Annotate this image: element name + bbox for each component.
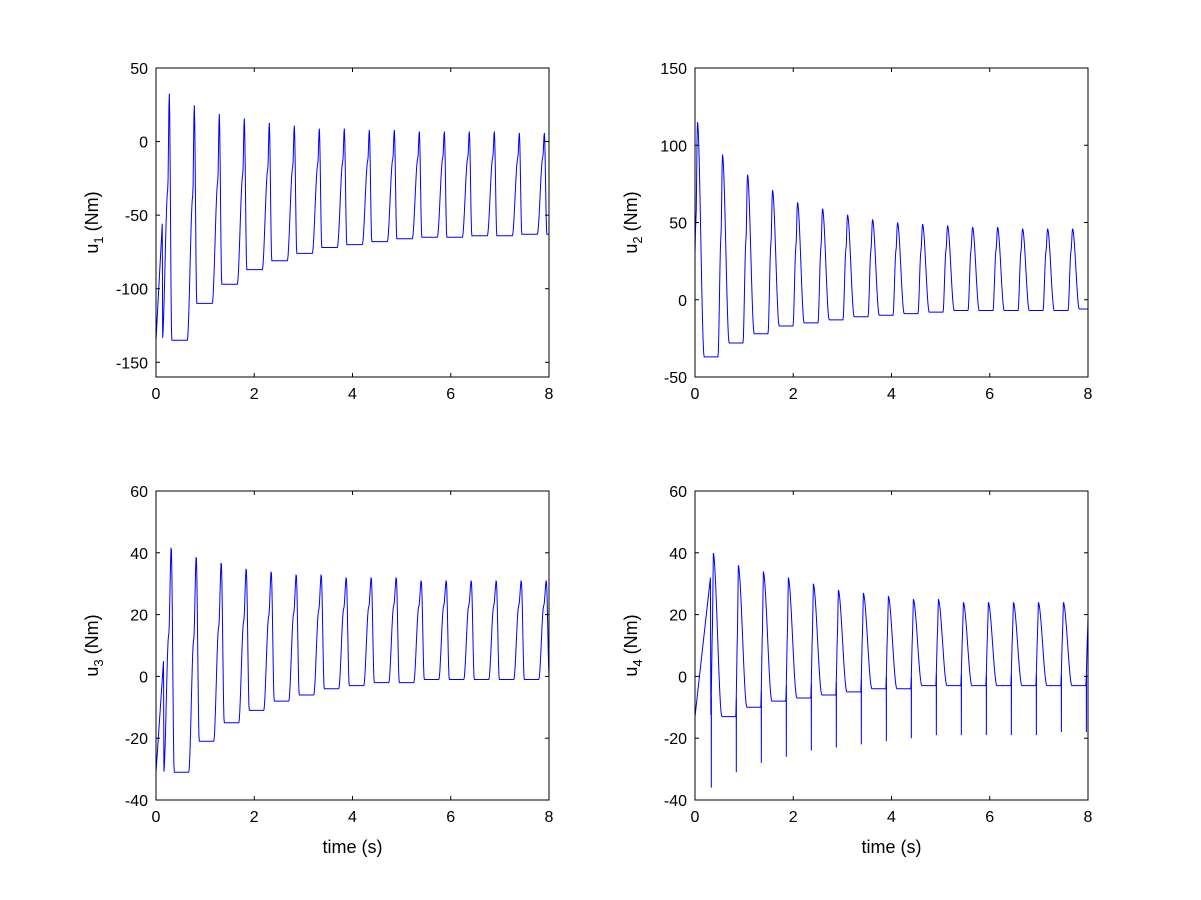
y-tick-label: 0 bbox=[678, 293, 687, 310]
x-tick-label: 4 bbox=[887, 386, 896, 403]
y-tick-label: -20 bbox=[125, 731, 148, 748]
x-tick-label: 0 bbox=[152, 809, 161, 826]
series-line-4-1 bbox=[694, 552, 1089, 788]
y-tick-label: 50 bbox=[669, 216, 687, 233]
subplot-4: 0 2 4 6 8 -40 -20 0 20 40 60 u4 (Nm) time (s) bbox=[621, 484, 1093, 857]
y-tick-label: 20 bbox=[669, 608, 687, 625]
x-tick-label: 8 bbox=[1084, 386, 1093, 403]
y-tick-label: 100 bbox=[660, 138, 687, 155]
subplot-1: 0 2 4 6 8 -150 -100 -50 0 50 u1 (Nm) bbox=[82, 61, 554, 403]
y-tick-label: 40 bbox=[130, 546, 148, 563]
series-line-2-1 bbox=[694, 122, 1088, 358]
axes-frame bbox=[155, 67, 550, 378]
y-tick-label: 20 bbox=[130, 608, 148, 625]
x-tick-label: 4 bbox=[348, 809, 357, 826]
axes-frame bbox=[155, 490, 550, 801]
y-tick-label: -100 bbox=[116, 282, 148, 299]
x-tick-label: 2 bbox=[250, 809, 259, 826]
y-axis-label: u1 (Nm) bbox=[82, 191, 106, 253]
y-tick-label: 60 bbox=[130, 484, 148, 501]
y-tick-label: -150 bbox=[116, 355, 148, 372]
y-tick-label: 150 bbox=[660, 61, 687, 78]
x-tick-label: 0 bbox=[691, 809, 700, 826]
x-tick-label: 4 bbox=[887, 809, 896, 826]
y-tick-label: -40 bbox=[664, 793, 687, 810]
y-tick-label: 0 bbox=[139, 135, 148, 152]
series-line-3-1 bbox=[155, 547, 550, 773]
x-tick-label: 0 bbox=[152, 386, 161, 403]
x-tick-label: 4 bbox=[348, 386, 357, 403]
x-tick-label: 8 bbox=[1084, 809, 1093, 826]
x-axis-label: time (s) bbox=[323, 837, 383, 857]
y-axis-label: u2 (Nm) bbox=[621, 191, 645, 253]
series-line-1-1 bbox=[155, 93, 549, 341]
axes-frame bbox=[694, 490, 1089, 801]
y-tick-label: 60 bbox=[669, 484, 687, 501]
x-tick-label: 6 bbox=[446, 386, 455, 403]
x-tick-label: 6 bbox=[985, 386, 994, 403]
x-tick-label: 8 bbox=[545, 809, 554, 826]
y-tick-label: 40 bbox=[669, 546, 687, 563]
subplot-3: 0 2 4 6 8 -40 -20 0 20 40 60 u3 (Nm) time (s) bbox=[82, 484, 554, 857]
y-tick-label: -50 bbox=[125, 208, 148, 225]
x-axis-label: time (s) bbox=[862, 837, 922, 857]
x-tick-label: 2 bbox=[789, 386, 798, 403]
x-tick-label: 6 bbox=[985, 809, 994, 826]
x-tick-label: 8 bbox=[545, 386, 554, 403]
y-tick-label: -50 bbox=[664, 370, 687, 387]
y-tick-label: 50 bbox=[130, 61, 148, 78]
y-tick-label: -40 bbox=[125, 793, 148, 810]
x-tick-label: 0 bbox=[691, 386, 700, 403]
y-tick-label: 0 bbox=[678, 669, 687, 686]
y-axis-label: u3 (Nm) bbox=[82, 614, 106, 676]
x-tick-label: 6 bbox=[446, 809, 455, 826]
x-tick-label: 2 bbox=[789, 809, 798, 826]
y-tick-label: -20 bbox=[664, 731, 687, 748]
y-tick-label: 0 bbox=[139, 669, 148, 686]
x-tick-label: 2 bbox=[250, 386, 259, 403]
y-axis-label: u4 (Nm) bbox=[621, 614, 645, 676]
